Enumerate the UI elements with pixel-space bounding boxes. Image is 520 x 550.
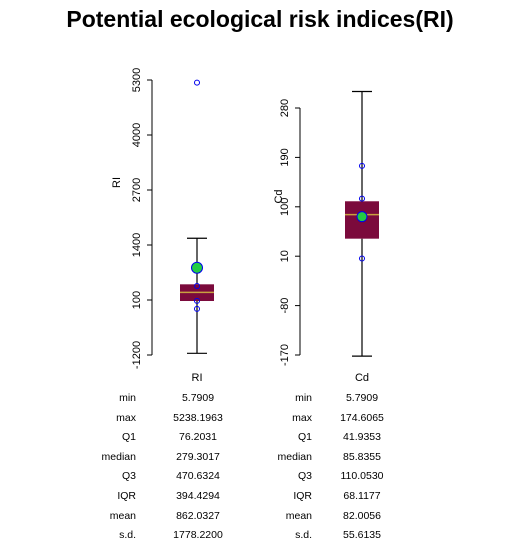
cd-stat-label: Q1 <box>297 431 312 444</box>
cd-stat-label: s.d. <box>295 529 312 542</box>
cd-stat-value: 85.8355 <box>343 450 381 463</box>
ri-stat-value: 862.0327 <box>176 509 220 522</box>
cd-stats-row: min 5.7909 <box>252 389 412 409</box>
cd-stats-row: s.d. 55.6135 <box>252 526 412 546</box>
cd-data-point <box>359 255 365 262</box>
cd-stats-row: Q1 41.9353 <box>252 428 412 448</box>
cd-y-tick-label: 10 <box>279 250 291 262</box>
ri-stats-row: min 5.7909 <box>92 389 260 409</box>
ri-mean-point <box>191 261 203 274</box>
ri-stat-label: median <box>101 450 136 463</box>
cd-stat-label: min <box>295 392 312 404</box>
cd-y-axis-title: Cd <box>273 189 285 203</box>
cd-stat-value: 110.0530 <box>340 470 384 483</box>
ri-y-tick-label: 5300 <box>131 68 143 92</box>
cd-stat-label: median <box>277 450 312 463</box>
cd-stat-label: Q3 <box>297 470 312 483</box>
ri-stat-value: 279.3017 <box>176 450 220 463</box>
cd-stat-value: 174.6065 <box>340 411 384 424</box>
boxplot-canvas: -1200 100 1400 2700 4000 5300 RI RI -170 -80 10 100… <box>111 68 379 384</box>
cd-stat-label: mean <box>285 509 312 522</box>
ri-stats-row: Q3 470.6324 <box>92 467 260 487</box>
ri-stat-label: mean <box>109 509 136 522</box>
ri-y-tick-label: -1200 <box>131 341 143 369</box>
ri-stats-row: s.d. 1778.2200 <box>92 526 260 546</box>
ri-data-point <box>194 305 200 312</box>
ri-data-point <box>194 79 200 86</box>
ri-stat-value: 470.6324 <box>176 470 220 483</box>
cd-stat-value: 5.7909 <box>345 392 379 404</box>
ri-data-point <box>194 283 200 290</box>
ri-stat-label: Q3 <box>121 470 136 483</box>
ri-stats-row: mean 862.0327 <box>92 507 260 527</box>
ri-stat-label: IQR <box>117 489 136 502</box>
cd-stats-row: max 174.6065 <box>252 409 412 429</box>
cd-stat-label: IQR <box>293 489 312 502</box>
cd-y-tick-label: 190 <box>279 148 291 166</box>
cd-stat-value: 41.9353 <box>343 431 381 444</box>
ri-category-label: RI <box>192 372 203 384</box>
ri-stat-value: 76.2031 <box>179 431 217 444</box>
ri-data-point <box>194 297 200 304</box>
cd-stat-label: max <box>292 411 312 424</box>
ri-stat-value: 1778.2200 <box>173 529 223 542</box>
ri-stat-label: min <box>119 392 136 404</box>
cd-stat-value: 68.1177 <box>343 489 381 502</box>
ri-y-tick-label: 1400 <box>131 233 143 257</box>
cd-y-tick-label: -80 <box>279 298 291 314</box>
cd-data-point <box>359 162 365 169</box>
cd-stats-row: IQR 68.1177 <box>252 487 412 507</box>
ri-stats-row: max 5238.1963 <box>92 409 260 429</box>
ri-stat-value: 394.4294 <box>176 489 220 502</box>
ri-y-axis-title: RI <box>111 177 123 188</box>
cd-y-tick-label: 100 <box>279 198 291 216</box>
cd-mean-point <box>356 211 368 223</box>
ri-stats-table: min 5.7909 max 5238.1963 Q1 76.2031 median 279.… <box>92 389 260 546</box>
cd-stats-row: Q3 110.0530 <box>252 467 412 487</box>
cd-stats-row: median 85.8355 <box>252 448 412 468</box>
cd-category-label: Cd <box>355 372 369 384</box>
chart-title: Potential ecological risk indices(RI) <box>66 6 454 32</box>
ri-y-tick-label: 2700 <box>131 178 143 202</box>
ri-stat-value: 5.7909 <box>181 392 215 404</box>
cd-y-tick-label: -170 <box>279 344 291 366</box>
cd-stat-value: 82.0056 <box>343 509 381 522</box>
cd-stats-row: mean 82.0056 <box>252 507 412 527</box>
ri-stat-label: s.d. <box>119 529 136 542</box>
ri-stats-row: median 279.3017 <box>92 448 260 468</box>
ri-stat-label: max <box>116 411 136 424</box>
ri-stats-row: Q1 76.2031 <box>92 428 260 448</box>
cd-stat-value: 55.6135 <box>343 529 381 542</box>
ri-stat-value: 5238.1963 <box>173 411 223 424</box>
cd-stats-table: min 5.7909 max 174.6065 Q1 41.9353 median 85.83… <box>252 389 412 546</box>
ri-stat-label: Q1 <box>121 431 136 444</box>
cd-data-point <box>359 195 365 202</box>
ri-stats-row: IQR 394.4294 <box>92 487 260 507</box>
ri-y-tick-label: 100 <box>131 291 143 309</box>
ri-y-tick-label: 4000 <box>131 123 143 147</box>
cd-y-tick-label: 280 <box>279 99 291 117</box>
